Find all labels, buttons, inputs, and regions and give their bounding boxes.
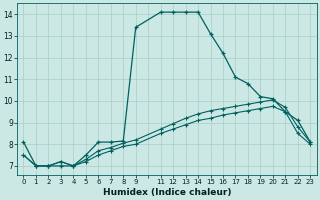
X-axis label: Humidex (Indice chaleur): Humidex (Indice chaleur)	[103, 188, 231, 197]
